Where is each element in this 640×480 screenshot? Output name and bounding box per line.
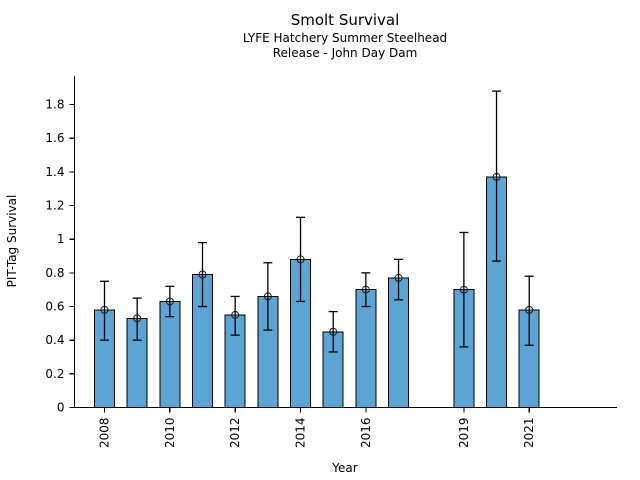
y-axis-label: PIT-Tag Survival — [5, 195, 19, 288]
bar — [355, 289, 377, 408]
y-tick-label: 1.4 — [45, 165, 64, 179]
y-tick-label: 0 — [57, 401, 65, 415]
plot-area: 0 0.2 0.4 0.6 0.8 1 1.2 1.4 1.6 1.8 2008 2010 2012 20… — [45, 76, 617, 448]
x-axis-label: Year — [331, 461, 357, 475]
y-tick-label: 1.8 — [45, 98, 64, 112]
y-tick-label: 1.2 — [45, 199, 64, 213]
y-tick-label: 1.6 — [45, 131, 64, 145]
y-tick-label: 0.4 — [45, 333, 64, 347]
x-tick-label: 2014 — [294, 418, 308, 449]
chart-subtitle-line2: Release - John Day Dam — [273, 46, 418, 60]
y-tick-label: 0.6 — [45, 300, 64, 314]
y-tick-label: 1 — [57, 232, 65, 246]
chart-title: Smolt Survival — [291, 11, 400, 29]
x-tick-label: 2019 — [457, 418, 471, 449]
bar — [159, 300, 181, 409]
chart-subtitle-line1: LYFE Hatchery Summer Steelhead — [243, 31, 447, 45]
y-tick-label: 0.8 — [45, 266, 64, 280]
x-tick-label: 2016 — [359, 418, 373, 449]
x-tick-label: 2012 — [228, 418, 242, 449]
x-tick-label: 2021 — [522, 418, 536, 449]
x-tick-label: 2010 — [163, 418, 177, 449]
y-tick-label: 0.2 — [45, 367, 64, 381]
x-tick-label: 2008 — [98, 418, 112, 449]
